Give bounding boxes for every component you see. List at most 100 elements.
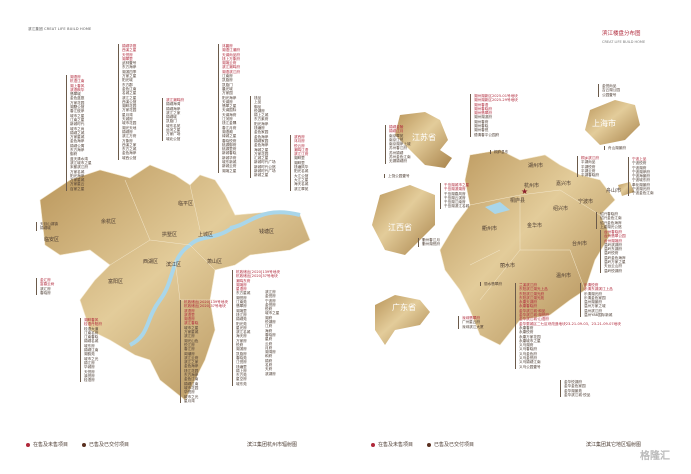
project-list: 杭政储出[2020]139号地块 杭政储出[2020]37号地块 潮鸣东府 湖境府 星语… bbox=[232, 270, 280, 387]
project-item: 滨江春晓 bbox=[184, 321, 199, 326]
region-label: 舟山市 bbox=[606, 188, 622, 194]
project-item: 奉化湖景府 bbox=[632, 182, 650, 187]
project-item: 上饶公园壹号 bbox=[388, 174, 410, 178]
project-item: 钱塘里 bbox=[236, 364, 247, 369]
page-subtitle: CREAT LIFE BUILD HOME bbox=[602, 40, 646, 44]
project-item: 春江府 bbox=[184, 347, 195, 352]
project-item: 悦府 bbox=[265, 307, 273, 312]
project-item: 平湖尚品 bbox=[581, 160, 596, 165]
project-item: 万象府 bbox=[122, 138, 133, 143]
project-item: 御品 bbox=[254, 104, 262, 109]
watermark-logo: 格隆汇 bbox=[640, 451, 670, 462]
project-list: 宁波上品 宁波悦府 宁波湖府 宁波湖岸府 宁波海景府 宁波城东府 奉化湖景府 宁波湖光府 宁波金… bbox=[628, 157, 654, 196]
project-item: 湖州春晓府 bbox=[474, 106, 492, 111]
project-item: 桃源御府 bbox=[222, 142, 237, 147]
legend-left: 在售及未售项目 已售及已交付项目 bbox=[26, 441, 129, 448]
project-item: 锦绣海湾 bbox=[166, 102, 181, 107]
project-item: 凯旋门 bbox=[166, 119, 177, 124]
project-item: 富春云树 bbox=[40, 282, 55, 287]
project-item: 金华湖景苑 bbox=[564, 388, 582, 393]
project-item: 万家星城 bbox=[70, 178, 85, 183]
project-item: 苏州金色江南 bbox=[389, 155, 411, 160]
project-item: 万家星城 bbox=[70, 135, 85, 140]
project-list: 杭政储出[2020]139号地块 杭政储出[2020]37号地块 滨语府 滨语里 湖语府… bbox=[180, 300, 228, 404]
project-item: 桐乡滨江府 bbox=[581, 156, 599, 160]
project-item: 万家花园 bbox=[70, 100, 85, 105]
project-item: 阳光名城 bbox=[294, 169, 309, 174]
project-item: 悦江府 bbox=[184, 342, 195, 347]
project-item: 城市之星 bbox=[184, 325, 199, 330]
project-item: 湖悦府 bbox=[236, 295, 247, 300]
left-map-title: 滨江集团杭州市辐射图 bbox=[247, 442, 298, 448]
project-item: 湖语滨江府 bbox=[222, 69, 240, 74]
project-item: 吉云湖公园 bbox=[602, 88, 620, 93]
brown-dot-icon bbox=[427, 442, 432, 447]
project-item: 乐清东湖滨江上品 bbox=[584, 287, 613, 292]
project-item: 新城时代广场 bbox=[254, 160, 276, 165]
project-item: 星语府 bbox=[236, 287, 247, 292]
project-item: 海天府 bbox=[236, 334, 247, 339]
project-item: 滨语枫华 bbox=[70, 87, 85, 92]
project-item: 湖滨府 bbox=[236, 347, 247, 352]
project-item: 城市花园 bbox=[122, 121, 137, 126]
project-item: 永康春晓府 bbox=[519, 304, 537, 309]
project-item: 百家之星 bbox=[70, 186, 85, 191]
project-item: 锦绣江南 bbox=[84, 348, 99, 353]
zhejiang-shape bbox=[439, 149, 616, 346]
project-item: 锦绣之城 bbox=[70, 130, 85, 135]
project-item: 城北公馆 bbox=[166, 136, 181, 141]
project-item: 江悦府 bbox=[236, 360, 247, 365]
project-item: 温岭金色海岸 bbox=[604, 255, 626, 260]
project-item: 海城之星 bbox=[254, 147, 269, 152]
project-item: 湖境云府 bbox=[222, 61, 237, 66]
project-item: 城东新城 bbox=[222, 160, 237, 165]
project-item: 春晓府 bbox=[40, 290, 51, 295]
project-item: 万家园 bbox=[222, 91, 233, 96]
region-label: 衢州市 bbox=[482, 226, 498, 232]
project-item: 钱上万象府 bbox=[222, 56, 240, 61]
project-item: 金华滨江城·山语府 bbox=[519, 317, 549, 322]
project-item: 金色江南 bbox=[122, 86, 137, 91]
project-item: 万家星云 bbox=[70, 182, 85, 187]
project-item: 义乌公园壹号 bbox=[519, 364, 541, 369]
project-item: 名城之星 bbox=[122, 91, 137, 96]
project-item: 新城云府 bbox=[222, 164, 237, 169]
project-item: 南京江悦 bbox=[389, 137, 404, 142]
project-item: 湖语阁 bbox=[222, 129, 233, 134]
project-item: 钱江府 bbox=[236, 312, 247, 317]
project-item: 金汇府 bbox=[40, 278, 51, 282]
project-item: 滨汇府 bbox=[40, 286, 51, 291]
project-item: 永康城市之星 bbox=[519, 338, 541, 343]
project-item: 江南春晓 bbox=[84, 335, 99, 340]
project-item: 潮鸣江语 bbox=[294, 147, 309, 152]
project-item: 星月湾 bbox=[122, 112, 133, 117]
project-item: 金华滨江城·湖悦府 bbox=[519, 313, 549, 318]
project-item: 深圳滨江大厦 bbox=[462, 324, 484, 329]
project-item: 义乌春晓府 bbox=[519, 347, 537, 352]
project-item: 春江彼岸 bbox=[70, 109, 85, 114]
project-item: 温州Y88国际新城 bbox=[584, 313, 613, 318]
project-list: 金华悦湖府 金华金色家园 金华湖景苑 金华滨江城·悦品 bbox=[560, 380, 590, 398]
project-item: 西溪之星 bbox=[122, 48, 137, 53]
project-item: 阳光海岸 bbox=[254, 121, 269, 126]
project-item: 溪悦府 bbox=[84, 373, 95, 378]
project-item: 钱塘府 bbox=[254, 126, 265, 131]
legend-label: 已售及已交付项目 bbox=[89, 442, 130, 448]
province-border bbox=[469, 189, 601, 301]
project-list: 台州春晓府 台州翡翠公园 台州湖境府 温岭滨湖府 温岭东湖府 温岭悦府 温岭金色海岸 温岭万家… bbox=[600, 230, 626, 273]
project-item: 宁波金色江南 bbox=[632, 191, 654, 196]
project-item: 乐清湖光府 bbox=[584, 291, 602, 296]
guangdong-shape bbox=[375, 295, 430, 345]
project-item: 绍兴金色江南 bbox=[600, 216, 622, 221]
project-item: 绿城之星 bbox=[222, 134, 237, 139]
region-label: 钱塘区 bbox=[259, 229, 275, 235]
project-item: 湖畔里 bbox=[294, 156, 305, 161]
project-item: 锦绣名城 bbox=[84, 339, 99, 344]
project-item: 新城华府 bbox=[222, 155, 237, 160]
project-item: 东阳滨江湖光上品 bbox=[519, 287, 548, 292]
project-item: 天澜海府 bbox=[222, 112, 237, 117]
project-item: 云府 bbox=[265, 341, 273, 346]
project-item: 新城春晓 bbox=[222, 151, 237, 156]
project-item: 湖州湖滨府 bbox=[474, 115, 492, 120]
project-item: 滨江名城 bbox=[236, 330, 251, 335]
